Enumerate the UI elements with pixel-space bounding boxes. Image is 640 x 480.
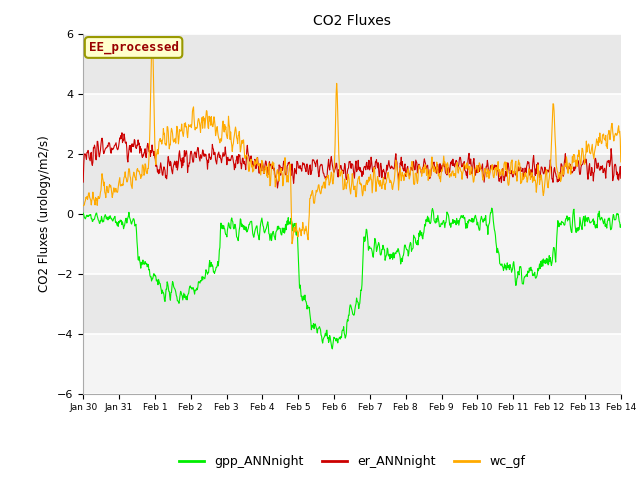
- er_ANNnight: [617, 175, 625, 181]
- gpp_ANNnight: [79, 210, 87, 216]
- gpp_ANNnight: [328, 346, 336, 352]
- er_ANNnight: [118, 130, 126, 136]
- wc_gf: [134, 168, 142, 174]
- Text: EE_processed: EE_processed: [88, 41, 179, 54]
- er_ANNnight: [317, 161, 325, 167]
- Line: er_ANNnight: er_ANNnight: [83, 133, 621, 188]
- Bar: [83, 94, 621, 154]
- er_ANNnight: [135, 142, 143, 147]
- Y-axis label: CO2 Fluxes (urology/m2/s): CO2 Fluxes (urology/m2/s): [38, 135, 51, 292]
- wc_gf: [148, 37, 156, 43]
- wc_gf: [79, 203, 87, 209]
- wc_gf: [317, 190, 325, 196]
- gpp_ANNnight: [500, 268, 508, 274]
- Bar: [83, 334, 621, 394]
- gpp_ANNnight: [488, 205, 495, 211]
- Title: CO2 Fluxes: CO2 Fluxes: [313, 14, 391, 28]
- wc_gf: [617, 159, 625, 165]
- wc_gf: [288, 241, 296, 247]
- gpp_ANNnight: [509, 261, 517, 266]
- Line: gpp_ANNnight: gpp_ANNnight: [83, 208, 621, 349]
- er_ANNnight: [274, 185, 282, 191]
- wc_gf: [449, 173, 457, 179]
- er_ANNnight: [79, 179, 87, 185]
- Bar: [83, 214, 621, 274]
- wc_gf: [509, 168, 517, 174]
- er_ANNnight: [509, 174, 517, 180]
- Legend: gpp_ANNnight, er_ANNnight, wc_gf: gpp_ANNnight, er_ANNnight, wc_gf: [174, 450, 530, 473]
- er_ANNnight: [449, 163, 457, 168]
- gpp_ANNnight: [134, 257, 142, 263]
- gpp_ANNnight: [449, 216, 457, 222]
- wc_gf: [500, 173, 508, 179]
- er_ANNnight: [298, 168, 305, 174]
- wc_gf: [298, 227, 305, 233]
- gpp_ANNnight: [297, 287, 305, 292]
- gpp_ANNnight: [316, 325, 324, 331]
- er_ANNnight: [500, 171, 508, 177]
- gpp_ANNnight: [617, 222, 625, 228]
- Line: wc_gf: wc_gf: [83, 40, 621, 244]
